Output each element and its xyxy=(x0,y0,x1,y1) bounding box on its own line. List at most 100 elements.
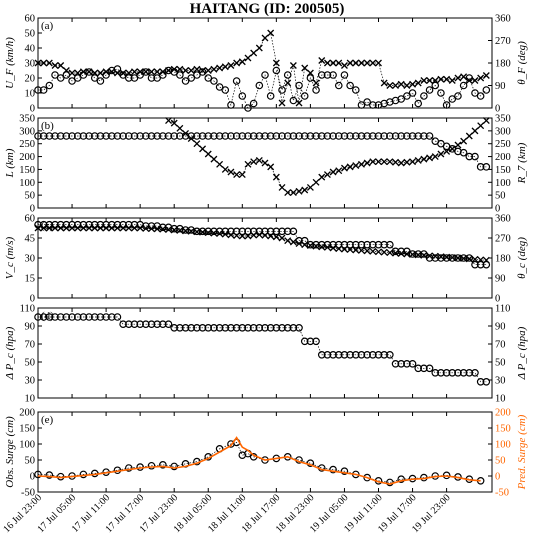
data-point-circle xyxy=(73,132,82,140)
data-point-cross xyxy=(176,124,184,132)
data-point-cross xyxy=(443,75,451,83)
data-point-circle xyxy=(204,132,213,140)
data-point-circle xyxy=(278,132,286,140)
data-point-cross xyxy=(45,59,53,67)
data-point-cross xyxy=(329,168,337,176)
data-point-circle xyxy=(397,475,406,484)
y2-tick-label: 0 xyxy=(495,294,500,305)
y2-tick-label: 150 xyxy=(495,424,511,435)
data-point-circle xyxy=(193,227,201,236)
y2-tick-label: 100 xyxy=(495,440,511,451)
data-point-cross xyxy=(74,224,82,232)
data-point-cross xyxy=(153,68,161,76)
data-point-cross xyxy=(465,132,473,140)
data-point-cross xyxy=(335,167,343,175)
data-point-cross xyxy=(426,77,434,84)
data-point-circle xyxy=(198,227,207,236)
data-point-circle xyxy=(442,471,451,480)
y-tick-label: 10 xyxy=(25,89,36,100)
y2-tick-label: 150 xyxy=(495,165,511,176)
data-point-cross xyxy=(199,145,207,153)
data-point-circle xyxy=(380,240,388,249)
data-point-cross xyxy=(261,34,269,42)
data-point-cross xyxy=(199,67,207,74)
data-point-cross xyxy=(119,69,127,77)
data-point-circle xyxy=(51,71,59,79)
data-point-cross xyxy=(363,59,371,67)
data-point-circle xyxy=(238,227,247,236)
data-point-cross xyxy=(238,58,246,66)
data-point-cross xyxy=(414,79,422,87)
data-point-cross xyxy=(335,245,343,253)
data-point-circle xyxy=(164,132,173,140)
data-point-circle xyxy=(96,313,105,321)
y-tick-label: 300 xyxy=(19,126,35,137)
data-point-circle xyxy=(300,132,309,140)
data-point-cross xyxy=(318,57,326,64)
data-point-cross xyxy=(267,29,275,37)
data-point-cross xyxy=(323,171,331,179)
data-point-cross xyxy=(250,231,258,239)
data-point-circle xyxy=(79,313,88,321)
data-point-cross xyxy=(301,64,309,72)
data-point-cross xyxy=(465,255,473,263)
y-tick-label: -50 xyxy=(21,488,35,499)
data-point-circle xyxy=(221,86,230,94)
series-line xyxy=(37,441,481,483)
data-point-cross xyxy=(165,226,172,234)
y-axis-label: L (km) xyxy=(4,148,16,178)
data-point-circle xyxy=(34,470,42,479)
data-point-cross xyxy=(289,238,297,246)
data-point-circle xyxy=(204,74,213,82)
panel-frame xyxy=(37,411,493,493)
data-point-circle xyxy=(408,250,417,258)
data-point-circle xyxy=(351,240,360,249)
data-point-circle xyxy=(386,132,394,140)
data-point-circle xyxy=(221,323,230,332)
data-point-cross xyxy=(272,59,280,67)
y-axis-label: U_F (km/h) xyxy=(4,37,16,89)
y2-tick-label: 30 xyxy=(495,376,506,387)
data-point-cross xyxy=(125,224,133,232)
data-point-circle xyxy=(39,132,48,140)
data-point-circle xyxy=(317,132,326,140)
data-point-cross xyxy=(431,252,439,260)
data-point-cross xyxy=(148,68,155,76)
data-point-circle xyxy=(329,465,337,474)
data-point-cross xyxy=(295,187,303,195)
data-point-circle xyxy=(351,86,360,94)
data-point-cross xyxy=(216,160,224,168)
data-point-circle xyxy=(386,350,394,359)
data-point-circle xyxy=(159,320,167,329)
data-point-cross xyxy=(358,160,365,168)
data-point-cross xyxy=(375,158,382,166)
data-point-cross xyxy=(363,247,371,255)
data-point-cross xyxy=(431,77,439,84)
data-point-circle xyxy=(289,227,298,236)
data-point-circle xyxy=(90,132,99,140)
data-point-circle xyxy=(215,83,224,91)
data-point-cross xyxy=(403,250,411,258)
data-point-cross xyxy=(159,68,167,76)
data-point-cross xyxy=(477,74,485,82)
data-point-circle xyxy=(408,89,417,97)
y-tick-label: 0 xyxy=(30,294,35,305)
data-point-circle xyxy=(79,132,88,140)
data-point-cross xyxy=(471,255,479,263)
data-point-cross xyxy=(233,232,241,240)
panel-frame xyxy=(37,17,493,109)
data-point-circle xyxy=(391,132,400,140)
data-point-cross xyxy=(278,183,286,191)
data-point-circle xyxy=(471,152,479,161)
data-point-circle xyxy=(125,320,133,329)
data-point-circle xyxy=(476,377,485,386)
data-point-cross xyxy=(306,242,314,250)
data-point-cross xyxy=(482,117,490,125)
data-point-circle xyxy=(329,132,337,140)
data-point-circle xyxy=(147,461,156,470)
y2-tick-label: 350 xyxy=(495,114,511,125)
data-point-circle xyxy=(346,132,354,140)
data-point-cross xyxy=(380,248,388,256)
data-point-circle xyxy=(249,323,258,332)
data-point-cross xyxy=(352,59,360,67)
